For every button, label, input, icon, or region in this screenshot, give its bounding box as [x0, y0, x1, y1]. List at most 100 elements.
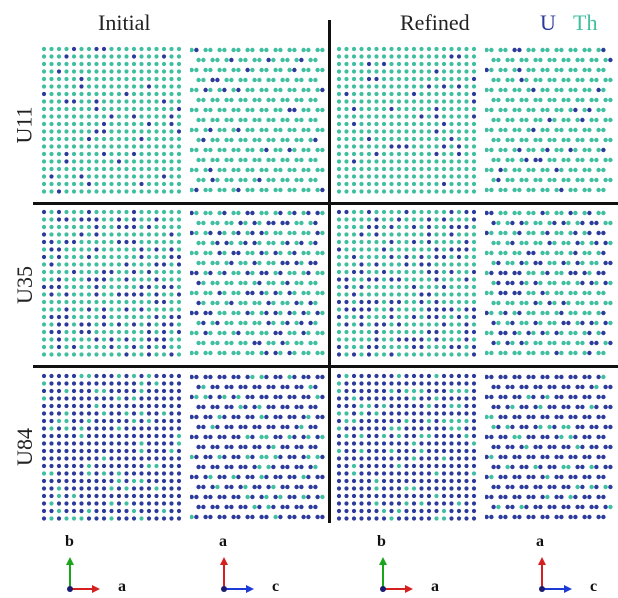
atom — [512, 88, 516, 92]
atom — [419, 307, 423, 311]
atom — [427, 167, 431, 171]
atom — [132, 330, 136, 334]
atom — [64, 144, 68, 148]
atom — [337, 144, 341, 148]
atom — [139, 330, 143, 334]
atom — [79, 322, 83, 326]
atom — [427, 426, 431, 430]
atom — [264, 351, 268, 355]
atom — [203, 88, 207, 92]
atom — [320, 495, 324, 499]
atom — [64, 389, 68, 393]
atom — [87, 426, 91, 430]
atom — [87, 225, 91, 229]
atom — [498, 495, 502, 499]
atom — [397, 411, 401, 415]
atom — [94, 84, 98, 88]
atom — [359, 471, 363, 475]
atom — [449, 352, 453, 356]
atom — [79, 404, 83, 408]
atom — [49, 464, 53, 468]
atom — [72, 464, 76, 468]
atom — [427, 152, 431, 156]
atom — [382, 270, 386, 274]
atom — [203, 435, 207, 439]
atom — [457, 456, 461, 460]
atom — [510, 281, 514, 285]
atom — [489, 435, 493, 439]
atom — [419, 189, 423, 193]
atom — [594, 241, 598, 245]
atom — [64, 225, 68, 229]
atom — [442, 84, 446, 88]
atom — [162, 389, 166, 393]
atom — [194, 415, 198, 419]
atom — [538, 261, 542, 265]
atom — [117, 381, 121, 385]
atom — [102, 167, 106, 171]
atom — [109, 107, 113, 111]
atom — [139, 255, 143, 259]
atom — [147, 217, 151, 221]
atom — [427, 277, 431, 281]
atom — [201, 118, 205, 122]
atom — [449, 285, 453, 289]
atom — [271, 281, 275, 285]
atom — [344, 456, 348, 460]
atom — [245, 128, 249, 132]
atom — [162, 456, 166, 460]
atom — [582, 291, 586, 295]
atom — [264, 188, 268, 192]
atom — [294, 178, 298, 182]
atom — [587, 435, 591, 439]
atom — [337, 255, 341, 259]
atom — [344, 270, 348, 274]
atom — [397, 182, 401, 186]
atom — [320, 231, 324, 235]
atom — [367, 152, 371, 156]
atom — [568, 88, 572, 92]
atom — [580, 301, 584, 305]
atom — [374, 486, 378, 490]
atom — [124, 144, 128, 148]
atom — [224, 98, 228, 102]
atom — [294, 485, 298, 489]
atom — [596, 495, 600, 499]
atom — [374, 225, 378, 229]
atom — [434, 456, 438, 460]
atom — [154, 92, 158, 96]
atom — [419, 167, 423, 171]
atom — [49, 47, 53, 51]
atom — [49, 77, 53, 81]
atom — [419, 419, 423, 423]
atom — [79, 189, 83, 193]
atom — [132, 509, 136, 513]
atom — [344, 352, 348, 356]
atom — [194, 231, 198, 235]
atom — [64, 337, 68, 341]
atom — [139, 240, 143, 244]
atom — [540, 475, 544, 479]
atom — [154, 479, 158, 483]
atom — [57, 152, 61, 156]
atom — [124, 471, 128, 475]
atom — [498, 415, 502, 419]
atom — [457, 137, 461, 141]
atom — [412, 62, 416, 66]
atom — [594, 118, 598, 122]
atom — [382, 292, 386, 296]
atom — [449, 232, 453, 236]
atom — [162, 464, 166, 468]
atom — [315, 351, 319, 355]
atom — [308, 445, 312, 449]
atom — [203, 108, 207, 112]
atom — [498, 271, 502, 275]
atom — [464, 262, 468, 266]
atom — [352, 449, 356, 453]
atom — [285, 118, 289, 122]
atom — [162, 77, 166, 81]
atom — [404, 247, 408, 251]
atom — [236, 291, 240, 295]
atom — [132, 426, 136, 430]
atom — [561, 405, 565, 409]
